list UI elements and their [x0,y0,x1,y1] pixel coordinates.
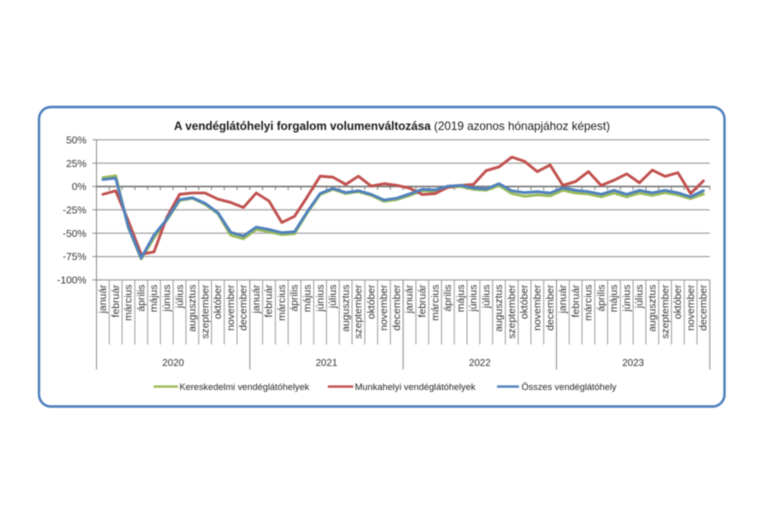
svg-text:december: december [699,284,710,331]
svg-text:december: december [239,284,250,331]
svg-text:július: július [328,285,339,310]
svg-text:2020: 2020 [162,358,184,369]
svg-text:április: április [443,285,454,312]
svg-text:március: március [124,285,135,321]
svg-text:november: november [226,284,237,331]
svg-text:január: január [251,284,262,314]
svg-text:május: május [149,285,160,313]
svg-text:szeptember: szeptember [200,284,211,339]
svg-text:február: február [571,284,582,317]
svg-text:-100%: -100% [57,276,86,287]
svg-text:szeptember: szeptember [354,284,365,339]
svg-text:Munkahelyi vendéglátóhelyek: Munkahelyi vendéglátóhelyek [355,382,476,392]
svg-text:június: június [622,285,633,313]
svg-text:október: október [673,284,684,319]
svg-text:november: november [533,284,544,331]
svg-text:szeptember: szeptember [507,284,518,339]
svg-text:június: június [162,285,173,313]
svg-text:50%: 50% [66,136,86,147]
svg-text:augusztus: augusztus [341,285,352,332]
svg-text:január: január [558,284,569,314]
svg-text:szeptember: szeptember [660,284,671,339]
svg-text:Kereskedelmi vendéglátóhelyek: Kereskedelmi vendéglátóhelyek [180,382,310,392]
svg-text:február: február [418,284,429,317]
svg-text:március: március [430,285,441,321]
svg-text:-50%: -50% [63,229,87,240]
svg-text:2022: 2022 [469,358,491,369]
svg-text:április: április [136,285,147,312]
svg-text:október: október [366,284,377,319]
svg-text:február: február [111,284,122,317]
svg-text:június: június [315,285,326,313]
svg-text:december: december [392,284,403,331]
svg-text:-75%: -75% [63,252,87,263]
svg-text:július: július [175,285,186,310]
svg-text:november: november [379,284,390,331]
svg-text:december: december [545,284,556,331]
svg-text:május: május [609,285,620,313]
svg-text:január: január [405,284,416,314]
svg-text:október: október [520,284,531,319]
svg-text:2021: 2021 [316,358,338,369]
svg-text:2023: 2023 [622,358,644,369]
svg-text:0%: 0% [72,182,87,193]
svg-text:november: november [686,284,697,331]
svg-text:május: május [303,285,314,313]
svg-text:február: február [264,284,275,317]
svg-text:A vendéglátóhelyi forgalom vol: A vendéglátóhelyi forgalom volumenváltoz… [174,120,610,133]
svg-text:25%: 25% [66,159,86,170]
svg-text:-25%: -25% [63,206,87,217]
svg-text:január: január [98,284,109,314]
svg-text:augusztus: augusztus [188,285,199,332]
svg-text:augusztus: augusztus [494,285,505,332]
svg-text:április: április [596,285,607,312]
svg-text:augusztus: augusztus [648,285,659,332]
svg-text:Összes vendéglátóhely: Összes vendéglátóhely [522,382,617,392]
svg-text:április: április [290,285,301,312]
svg-text:március: március [584,285,595,321]
svg-text:május: május [456,285,467,313]
svg-text:július: július [481,285,492,310]
svg-text:június: június [469,285,480,313]
svg-text:július: július [635,285,646,310]
svg-text:október: október [213,284,224,319]
svg-text:március: március [277,285,288,321]
